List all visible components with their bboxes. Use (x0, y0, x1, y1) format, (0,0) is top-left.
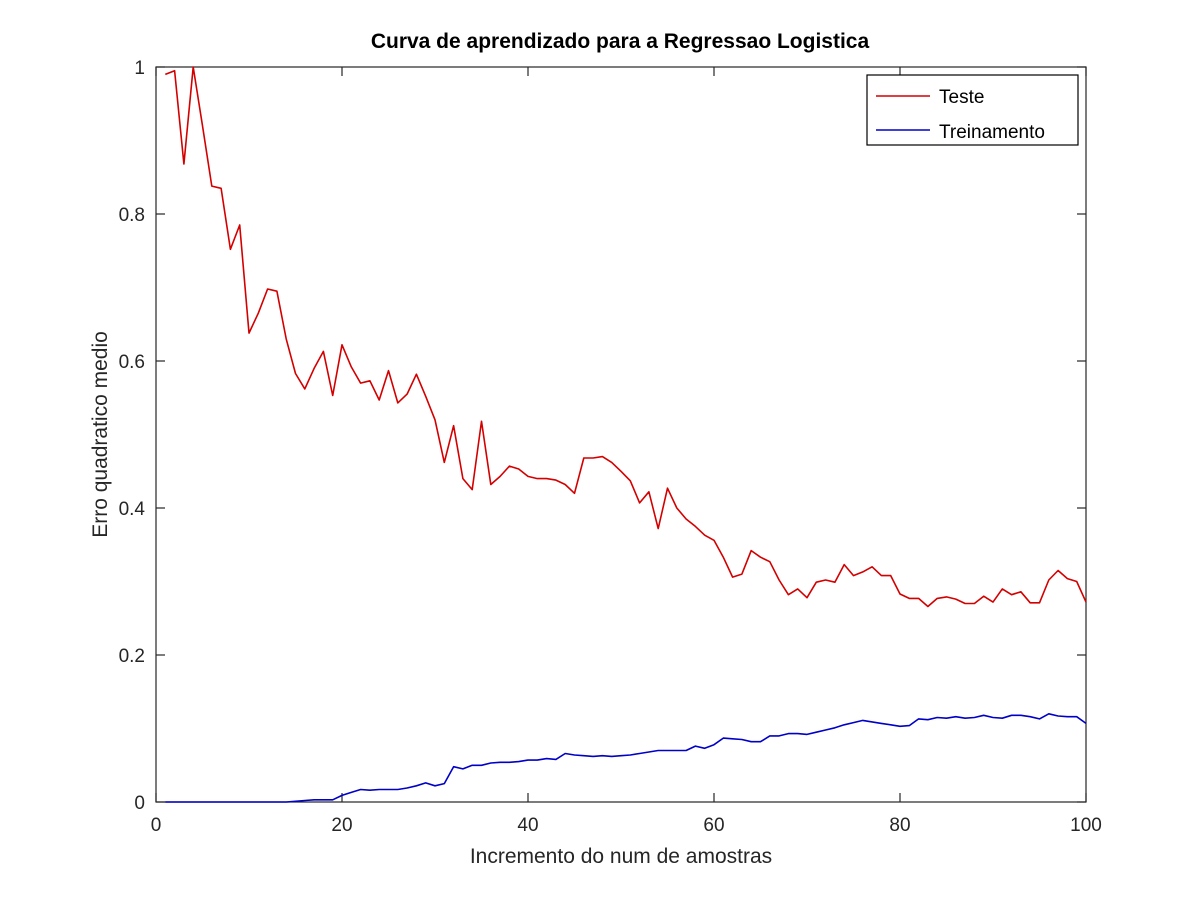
x-tick-label: 0 (151, 815, 162, 836)
y-tick-label: 0.6 (119, 352, 145, 373)
x-tick-label: 40 (517, 815, 538, 836)
x-tick-label: 100 (1070, 815, 1102, 836)
x-tick-label: 80 (889, 815, 910, 836)
y-tick-label: 1 (134, 58, 145, 79)
x-tick-label: 20 (331, 815, 352, 836)
legend-label-teste: Teste (939, 87, 984, 108)
legend: Teste Treinamento (866, 74, 1079, 146)
series-line-treinamento (165, 712, 1087, 803)
series-lines-group (165, 66, 1087, 803)
y-tick-label: 0.8 (119, 205, 145, 226)
y-tick-label: 0.4 (119, 499, 146, 520)
legend-label-treinamento: Treinamento (939, 122, 1045, 143)
plot-area (155, 66, 1087, 803)
y-axis-label: Erro quadratico medio (89, 331, 112, 538)
y-tick-label: 0 (134, 793, 145, 814)
x-tick-label: 60 (703, 815, 724, 836)
series-line-teste (165, 66, 1087, 608)
legend-box (866, 74, 1079, 146)
chart-title: Curva de aprendizado para a Regressao Lo… (371, 30, 870, 53)
x-axis-label: Incremento do num de amostras (470, 845, 772, 868)
y-tick-label: 0.2 (119, 646, 145, 667)
ticks-group: 0 20 40 60 80 100 0 0.2 0.4 0.6 0.8 1 (119, 58, 1102, 836)
